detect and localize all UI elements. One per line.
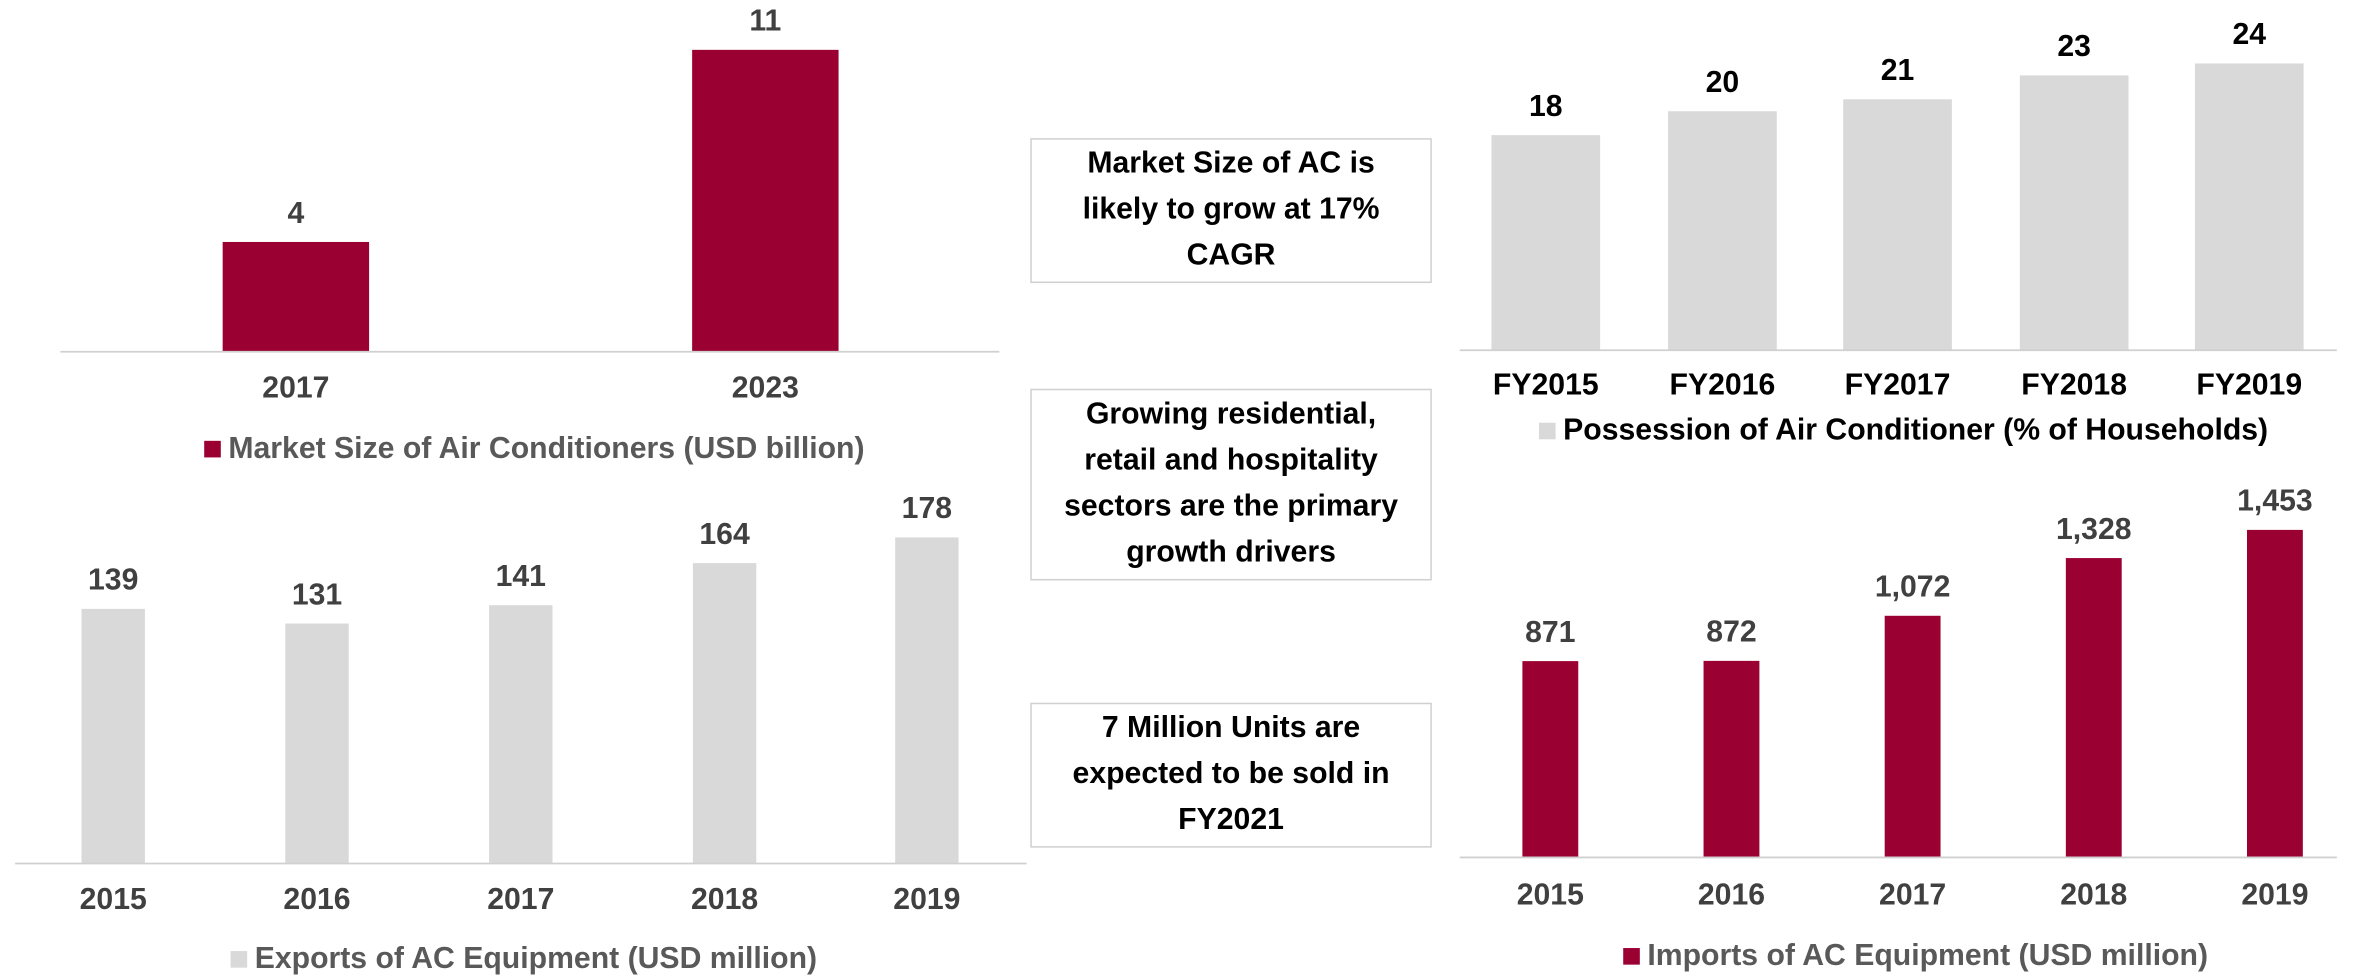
note-box [1030, 138, 1432, 284]
note-text: expected to be sold in [1073, 757, 1390, 790]
bar [1884, 615, 1941, 858]
legend-swatch [1623, 948, 1640, 965]
x-tick-label: 2017 [1879, 879, 1946, 912]
legend-label: Market Size of Air Conditioners (USD bil… [228, 432, 864, 465]
data-label: 20 [1706, 66, 1740, 99]
legend-label: Possession of Air Conditioner (% of Hous… [1563, 414, 2268, 447]
x-tick-label: 2018 [691, 883, 758, 916]
note-text: CAGR [1187, 239, 1276, 272]
data-label: 1,328 [2056, 513, 2132, 546]
bar [222, 241, 370, 352]
x-tick-label: 2015 [80, 883, 147, 916]
x-tick-label: FY2015 [1493, 368, 1599, 401]
bar [1668, 111, 1777, 351]
legend-swatch [204, 440, 221, 458]
note-text: likely to grow at 17% [1083, 193, 1380, 226]
note-text: retail and hospitality [1084, 444, 1378, 477]
legend-label: Imports of AC Equipment (USD million) [1647, 939, 2208, 972]
x-tick-label: 2016 [1698, 879, 1765, 912]
x-tick-label: 2023 [732, 371, 799, 404]
x-tick-label: 2016 [283, 883, 350, 916]
x-tick-label: 2018 [2060, 879, 2127, 912]
data-label: 131 [292, 578, 342, 611]
note-text: sectors are the primary [1064, 490, 1398, 523]
bar [1491, 135, 1601, 351]
data-label: 871 [1525, 616, 1575, 649]
legend-label: Exports of AC Equipment (USD million) [255, 942, 817, 975]
legend-swatch [1538, 422, 1556, 440]
note-text: growth drivers [1126, 536, 1336, 569]
data-label: 24 [2232, 18, 2266, 51]
bar [692, 49, 839, 352]
bar [2065, 558, 2122, 858]
x-tick-label: 2017 [487, 883, 554, 916]
x-tick-label: FY2016 [1670, 368, 1776, 401]
bar [2019, 75, 2129, 351]
legend-swatch [230, 951, 248, 968]
x-tick-label: 2017 [262, 371, 329, 404]
data-label: 164 [699, 518, 750, 551]
bar [895, 537, 959, 864]
data-label: 18 [1529, 90, 1563, 123]
note-text: 7 Million Units are [1102, 711, 1360, 744]
note-box [1030, 702, 1432, 848]
bar [2246, 529, 2303, 858]
x-tick-label: 2019 [2241, 879, 2308, 912]
data-label: 178 [902, 492, 952, 525]
data-label: 141 [496, 560, 546, 593]
data-label: 11 [749, 5, 781, 38]
note-text: FY2021 [1178, 803, 1284, 836]
bar [2194, 63, 2304, 351]
x-tick-label: 2019 [893, 883, 960, 916]
x-tick-label: FY2018 [2021, 368, 2127, 401]
x-tick-label: FY2017 [1845, 368, 1951, 401]
x-tick-label: FY2019 [2196, 368, 2302, 401]
note-text: Market Size of AC is [1087, 147, 1374, 180]
bar [489, 605, 553, 864]
bar [81, 608, 145, 864]
data-label: 1,453 [2237, 485, 2313, 518]
bar [1522, 661, 1579, 858]
bar [1843, 99, 1952, 351]
data-label: 21 [1881, 54, 1915, 87]
data-label: 1,072 [1875, 571, 1951, 604]
data-label: 139 [88, 564, 138, 597]
data-label: 23 [2057, 30, 2091, 63]
bar [285, 623, 349, 864]
note-text: Growing residential, [1086, 398, 1376, 431]
x-tick-label: 2015 [1517, 879, 1584, 912]
data-label: 872 [1706, 616, 1756, 649]
data-label: 4 [287, 197, 304, 230]
note-box [1030, 388, 1432, 581]
bar [692, 563, 757, 864]
bar [1703, 660, 1760, 858]
